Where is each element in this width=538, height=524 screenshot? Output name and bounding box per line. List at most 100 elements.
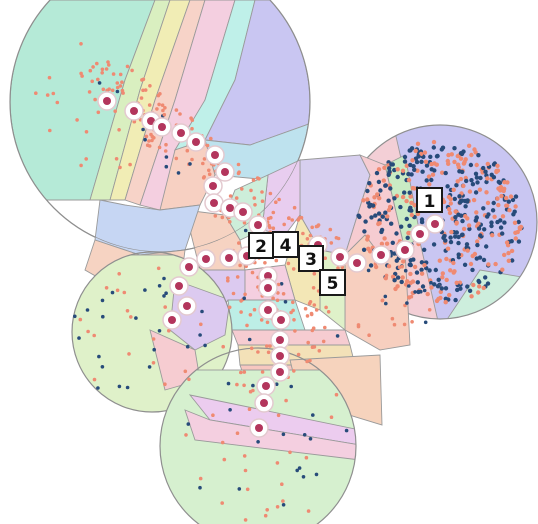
scatter-point [379,241,385,246]
scatter-point [163,305,167,309]
scatter-point [129,315,133,319]
scatter-point [423,159,429,164]
scatter-point [308,437,313,441]
scatter-point [372,195,377,200]
scatter-point [507,208,512,213]
scatter-point [476,226,482,231]
scatter-point [111,72,116,76]
scatter-point [140,78,144,82]
scatter-point [118,165,122,170]
scatter-point [414,270,420,275]
scatter-point [410,158,415,163]
scatter-point [483,169,488,174]
scatter-point [477,255,483,260]
scatter-point [474,162,479,168]
scatter-point [366,246,371,251]
scatter-point [456,252,461,257]
scatter-point [463,204,468,209]
scatter-point [274,382,279,387]
scatter-point [510,197,516,203]
scatter-point [468,261,474,267]
scatter-point [516,219,521,225]
scatter-point [405,279,410,284]
scatter-point [432,282,437,287]
scatter-point [390,274,396,279]
scatter-point [100,67,105,72]
waypoint-dot [103,97,111,105]
scatter-point [252,307,257,312]
scatter-point [268,191,273,196]
scatter-point [134,316,138,320]
scatter-point [408,262,413,268]
scatter-point [144,134,149,139]
scatter-point [422,263,427,268]
scatter-point [234,196,239,200]
scatter-point [199,322,203,327]
marker-5: 5 [319,269,346,296]
scatter-point [85,308,90,312]
scatter-point [408,271,413,277]
scatter-point [305,314,310,318]
scatter-point [104,67,109,71]
scatter-point [444,256,449,262]
scatter-point [466,143,472,148]
marker-2: 2 [248,232,274,259]
scatter-point [281,292,286,296]
scatter-point [288,450,292,455]
scatter-point [369,215,374,220]
scatter-point [485,281,491,286]
scatter-point [274,258,279,263]
scatter-point [404,198,409,204]
waypoint-dot [277,316,285,324]
scatter-point [245,323,249,328]
scatter-point [377,221,382,226]
scatter-point [75,118,79,122]
scatter-point [460,218,465,224]
scatter-point [156,266,161,271]
scatter-point [443,170,448,176]
scatter-point [458,176,464,182]
marker-4-label: 4 [280,236,292,256]
waypoint-dot [377,251,385,259]
scatter-point [296,352,301,357]
scatter-point [242,383,246,388]
scatter-point [101,314,105,319]
scatter-point [508,194,514,199]
waypoint-dot [416,230,424,238]
scatter-point [101,87,106,92]
scatter-point [407,190,412,195]
scatter-point [373,264,379,270]
scatter-point [356,323,361,327]
scatter-point [84,157,88,161]
scatter-point [363,219,368,224]
scatter-point [220,215,225,220]
scatter-point [303,306,308,311]
scatter-point [392,167,397,173]
scatter-point [228,220,232,224]
scatter-point [451,260,456,266]
scatter-point [408,194,413,199]
scatter-point [402,159,408,164]
scatter-point [413,290,417,294]
scatter-point [100,365,105,369]
scatter-point [448,196,453,202]
scatter-point [481,285,486,291]
scatter-point [467,189,473,194]
scatter-point [484,244,489,249]
scatter-point [419,260,425,265]
scatter-point [162,112,167,117]
scatter-point [238,263,242,268]
waypoint-dot [264,284,272,292]
scatter-point [410,279,416,284]
scatter-point [310,345,315,350]
scatter-point [185,148,190,153]
scatter-point [293,329,297,333]
scatter-point [485,161,490,167]
scatter-point [412,264,418,270]
scatter-point [242,221,247,225]
scatter-point [419,267,424,272]
waypoint-dot [276,352,284,360]
scatter-point [235,275,240,279]
scatter-point [226,276,230,280]
